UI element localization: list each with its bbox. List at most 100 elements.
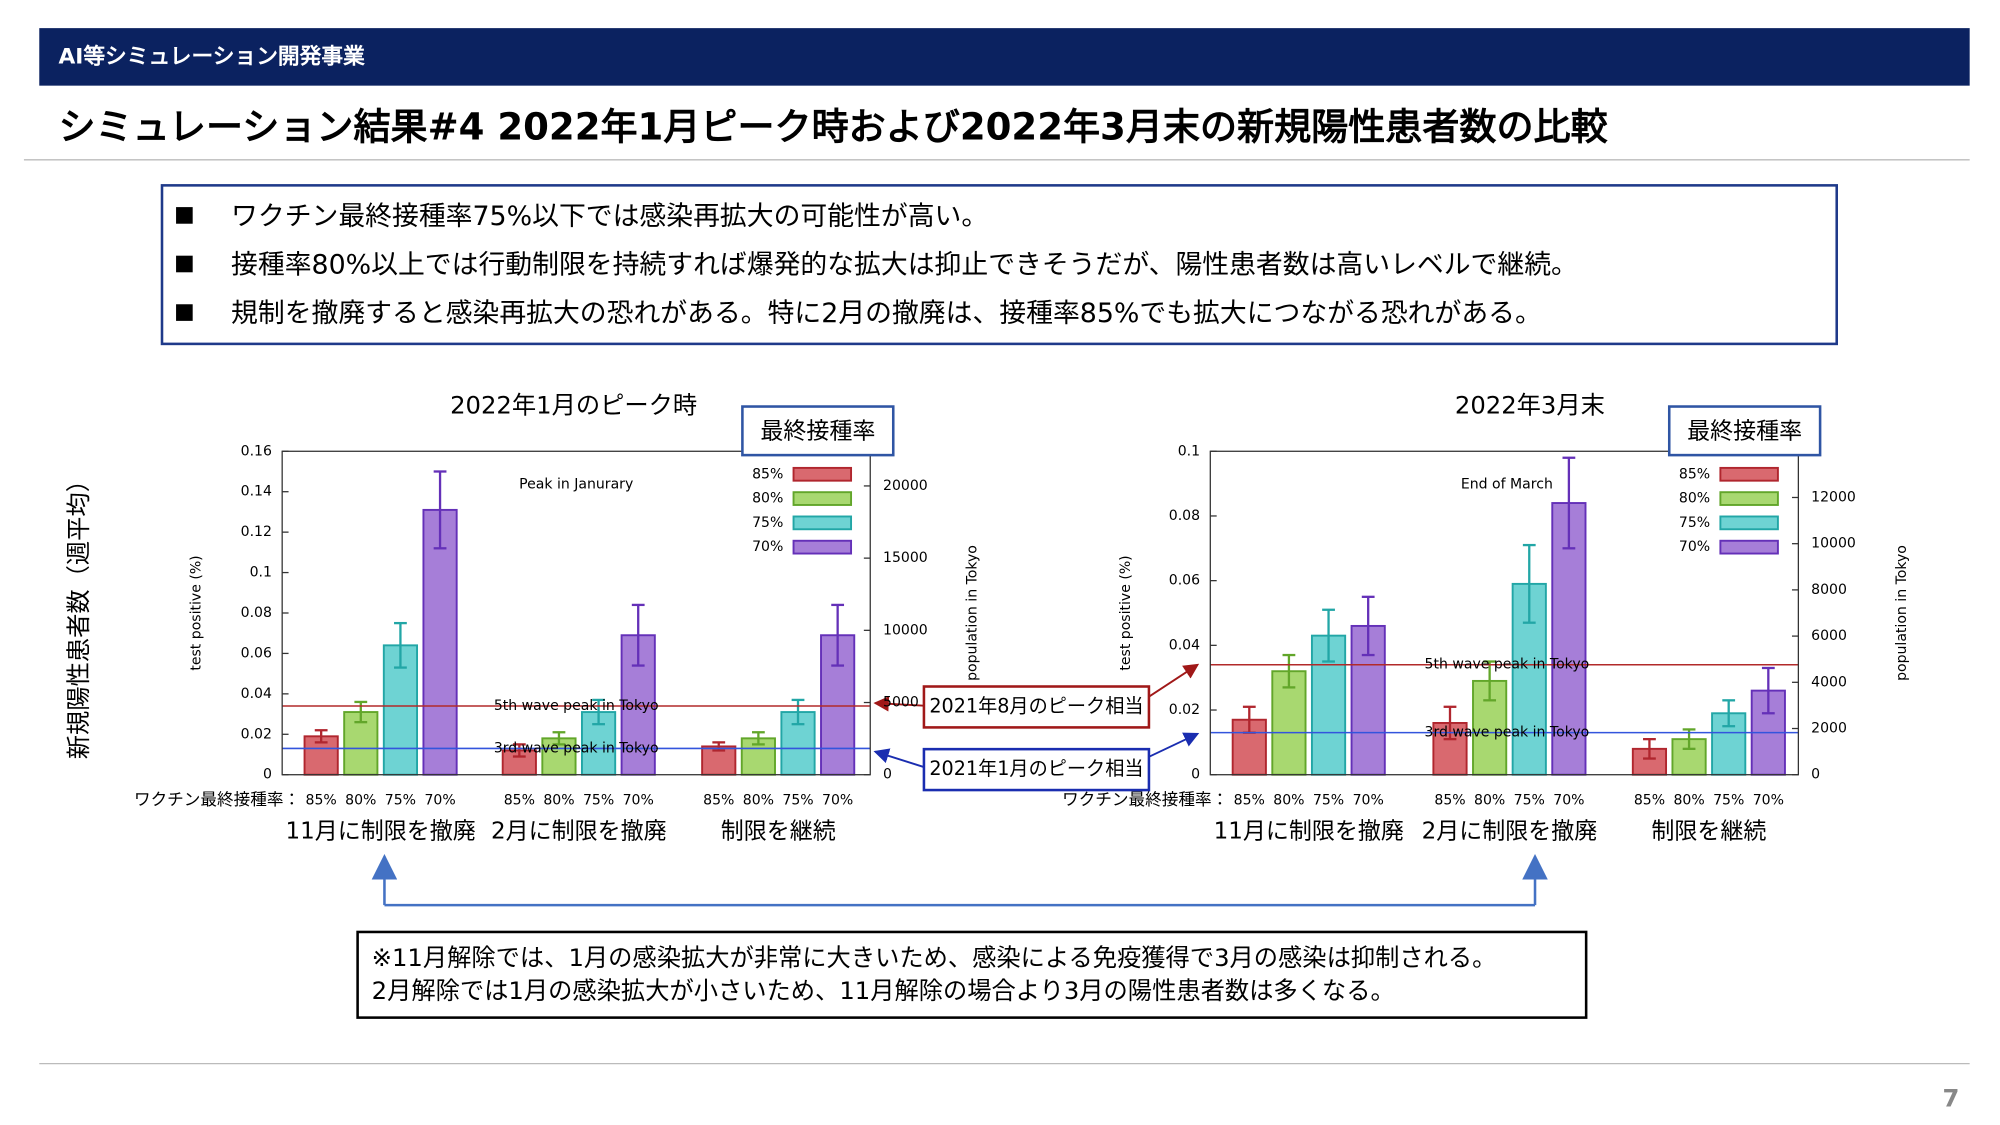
y2-tick-label: 10000 (883, 622, 928, 638)
x-sub-label: 80% (1474, 792, 1505, 808)
y-tick-label: 0.04 (241, 686, 272, 702)
legend-label: 80% (1679, 491, 1710, 507)
reference-label: 5th wave peak in Tokyo (1425, 657, 1590, 673)
annotation: Peak in Janurary (519, 477, 633, 493)
y2-tick-label: 15000 (883, 550, 928, 566)
y-tick-label: 0 (263, 767, 272, 783)
y-axis-title: test positive (%) (189, 555, 205, 670)
header-bar (39, 28, 1970, 86)
y2-axis-title: population in Tokyo (1894, 545, 1910, 681)
callout-arrow (873, 696, 924, 712)
x-sub-label: 70% (822, 792, 853, 808)
y-tick-label: 0.08 (241, 605, 272, 621)
bar (780, 711, 816, 776)
legend-swatch (1719, 539, 1779, 555)
legend-label: 70% (752, 539, 783, 555)
callout-box (922, 685, 1151, 729)
x-sub-label: 70% (1353, 792, 1384, 808)
legend-label: 75% (752, 515, 783, 531)
x-tick-label: 11月に制限を撤廃 (285, 819, 475, 845)
legend-label: 75% (1679, 515, 1710, 531)
y-tick-label: 0.12 (241, 524, 272, 540)
chart-title: 2022年3月末 (1455, 391, 1605, 420)
x-tick-label: 制限を継続 (721, 819, 836, 845)
legend-swatch (1719, 515, 1779, 531)
callout-arrow (1148, 663, 1200, 698)
y-tick-label: 0.08 (1169, 508, 1200, 524)
y-tick-label: 0 (1191, 767, 1200, 783)
y2-tick-label: 10000 (1811, 536, 1856, 552)
y2-tick-label: 2000 (1811, 721, 1847, 737)
legend-swatch (792, 515, 853, 531)
x-tick-label: 2月に制限を撤廃 (491, 819, 667, 845)
y2-tick-label: 6000 (1811, 628, 1847, 644)
x-tick-label: 11月に制限を撤廃 (1214, 819, 1404, 845)
x-sub-label: 80% (1273, 792, 1304, 808)
x-sub-label: 80% (743, 792, 774, 808)
x-sub-label: 80% (543, 792, 574, 808)
legend-label: 70% (1679, 539, 1710, 555)
header: AI等シミュレーション開発事業 (58, 44, 365, 70)
bullet-marker (176, 207, 193, 224)
page-number: 7 (1943, 1083, 1960, 1112)
y2-tick-label: 0 (883, 767, 892, 783)
x-sub-label: 70% (623, 792, 654, 808)
callout-arrow (1148, 732, 1200, 758)
x-sub-label: 75% (1713, 792, 1744, 808)
y2-tick-label: 20000 (883, 478, 928, 494)
x-axis-prefix: ワクチン最終接種率： (134, 790, 300, 809)
x-sub-label: 70% (1553, 792, 1584, 808)
legend-label: 85% (752, 466, 783, 482)
slide-title: シミュレーション結果#4 2022年1月ピーク時および2022年3月末の新規陽性… (58, 106, 1608, 149)
note: ※11月解除では、1月の感染拡大が非常に大きいため、感染による免疫獲得で3月の感… (372, 943, 1497, 972)
x-sub-label: 85% (306, 792, 337, 808)
y-tick-label: 0.02 (1169, 702, 1200, 718)
bullet-marker (176, 304, 193, 321)
y2-tick-label: 0 (1811, 767, 1820, 783)
callout: 2021年1月のピーク相当 (929, 757, 1143, 780)
reference-label: 3rd wave peak in Tokyo (1425, 725, 1590, 741)
x-sub-label: 80% (1673, 792, 1704, 808)
y-axis-label: 新規陽性患者数（週平均） (64, 468, 93, 759)
y-tick-label: 0.1 (250, 565, 272, 581)
y-tick-label: 0.04 (1169, 637, 1200, 653)
legend-title: 最終接種率 (760, 419, 875, 445)
x-sub-label: 75% (583, 792, 614, 808)
y-tick-label: 0.02 (241, 726, 272, 742)
x-sub-label: 70% (1753, 792, 1784, 808)
chart-title: 2022年1月のピーク時 (450, 391, 697, 420)
bullet-box (160, 184, 1838, 346)
note: 2月解除では1月の感染拡大が小さいため、11月解除の場合より3月の陽性患者数は多… (372, 976, 1395, 1005)
bar (422, 508, 458, 776)
y-tick-label: 0.1 (1178, 443, 1200, 459)
x-sub-label: 75% (1514, 792, 1545, 808)
x-sub-label: 85% (703, 792, 734, 808)
x-sub-label: 80% (345, 792, 376, 808)
legend-title-box (1667, 405, 1822, 457)
legend-title: 最終接種率 (1687, 419, 1802, 445)
x-sub-label: 85% (1434, 792, 1465, 808)
y2-tick-label: 12000 (1811, 489, 1856, 505)
y-axis-title: test positive (%) (1118, 555, 1134, 670)
x-tick-label: 2月に制限を撤廃 (1422, 819, 1598, 845)
legend-swatch (1719, 466, 1779, 482)
callout-arrow (873, 748, 925, 768)
x-sub-label: 85% (1234, 792, 1265, 808)
y2-tick-label: 8000 (1811, 582, 1847, 598)
legend-swatch (792, 539, 853, 555)
bullet-marker (176, 255, 193, 273)
plot-frame (1209, 450, 1800, 776)
y-tick-label: 0.06 (241, 645, 272, 661)
x-sub-label: 70% (424, 792, 455, 808)
legend-label: 85% (1679, 466, 1710, 482)
reference-label: 5th wave peak in Tokyo (494, 698, 659, 714)
y-tick-label: 0.16 (241, 443, 272, 459)
x-sub-label: 75% (1313, 792, 1344, 808)
legend-swatch (1719, 491, 1779, 506)
plot-frame (281, 450, 871, 776)
bullet: ワクチン最終接種率75%以下では感染再拡大の可能性が高い。 (231, 201, 988, 232)
reference-label: 3rd wave peak in Tokyo (494, 740, 659, 756)
y-tick-label: 0.14 (241, 484, 272, 500)
